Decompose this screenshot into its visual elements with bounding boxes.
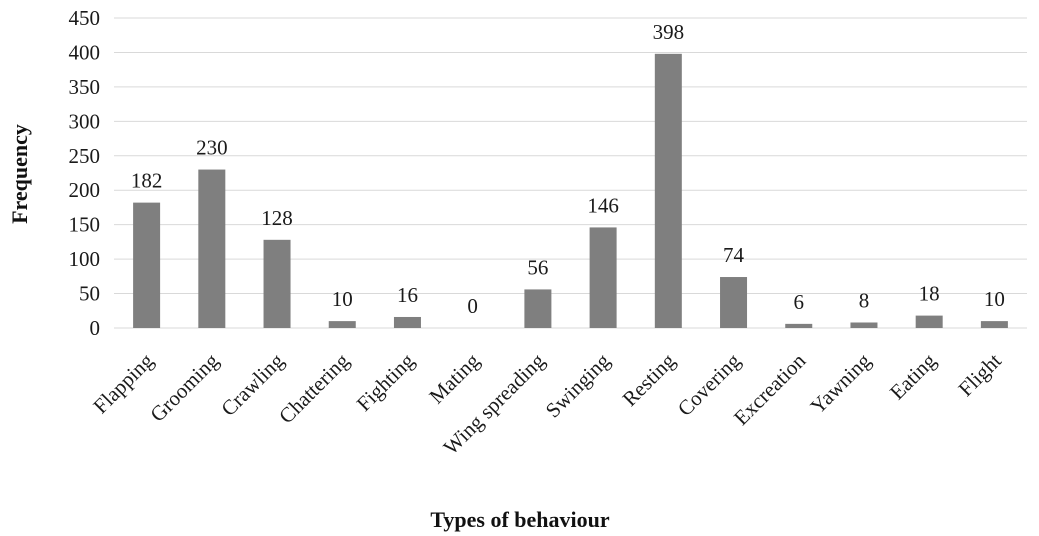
bar: [589, 227, 617, 328]
x-tick-label: Resting: [618, 348, 681, 411]
data-label: 16: [397, 283, 418, 307]
bar: [133, 202, 161, 328]
x-tick-label: Grooming: [145, 348, 223, 426]
bar: [850, 322, 878, 328]
bar: [263, 239, 291, 328]
x-axis-ticks: FlappingGroomingCrawlingChatteringFighti…: [88, 348, 1006, 459]
data-label: 182: [131, 169, 163, 193]
x-tick-label: Swinging: [541, 348, 615, 422]
data-label: 230: [196, 136, 228, 160]
x-tick-label: Yawning: [806, 348, 876, 418]
data-label: 146: [587, 193, 619, 217]
x-axis-title: Types of behaviour: [430, 507, 610, 532]
data-label: 8: [859, 288, 870, 312]
data-label: 6: [794, 290, 805, 314]
data-label: 0: [467, 294, 478, 318]
x-tick-label: Fighting: [352, 348, 420, 416]
x-tick-label: Chattering: [274, 348, 354, 428]
y-tick-label: 0: [90, 316, 101, 340]
y-tick-label: 300: [69, 109, 101, 133]
y-tick-label: 150: [69, 213, 101, 237]
x-tick-label: Flight: [953, 348, 1006, 401]
y-axis-title: Frequency: [7, 124, 32, 224]
bar: [524, 289, 552, 328]
gridlines: [114, 17, 1027, 329]
x-tick-label: Excreation: [729, 348, 811, 430]
bar: [915, 315, 943, 328]
data-labels: 182 230 128 10 16 0 56 146 398 74 6 8 18 10: [131, 20, 1005, 318]
data-label: 10: [984, 287, 1005, 311]
data-label: 10: [332, 287, 353, 311]
y-tick-label: 250: [69, 144, 101, 168]
bar: [785, 323, 813, 328]
y-tick-label: 450: [69, 6, 101, 30]
bar: [654, 53, 682, 328]
y-tick-label: 50: [79, 282, 100, 306]
bar: [980, 321, 1008, 328]
data-label: 398: [653, 20, 685, 44]
bar: [328, 321, 356, 328]
bar: [720, 277, 748, 328]
data-label: 74: [723, 243, 745, 267]
bars: [133, 53, 1008, 328]
y-tick-label: 100: [69, 247, 101, 271]
y-tick-label: 400: [69, 40, 101, 64]
y-axis-ticks: 0 50 100 150 200 250 300 350 400 450: [69, 6, 101, 340]
y-tick-label: 200: [69, 178, 101, 202]
bar: [393, 316, 421, 328]
bar: [198, 169, 226, 328]
data-label: 128: [261, 206, 293, 230]
y-tick-label: 350: [69, 75, 101, 99]
x-tick-label: Mating: [424, 348, 484, 408]
data-label: 18: [919, 282, 940, 306]
x-tick-label: Eating: [885, 348, 941, 404]
data-label: 56: [527, 255, 548, 279]
